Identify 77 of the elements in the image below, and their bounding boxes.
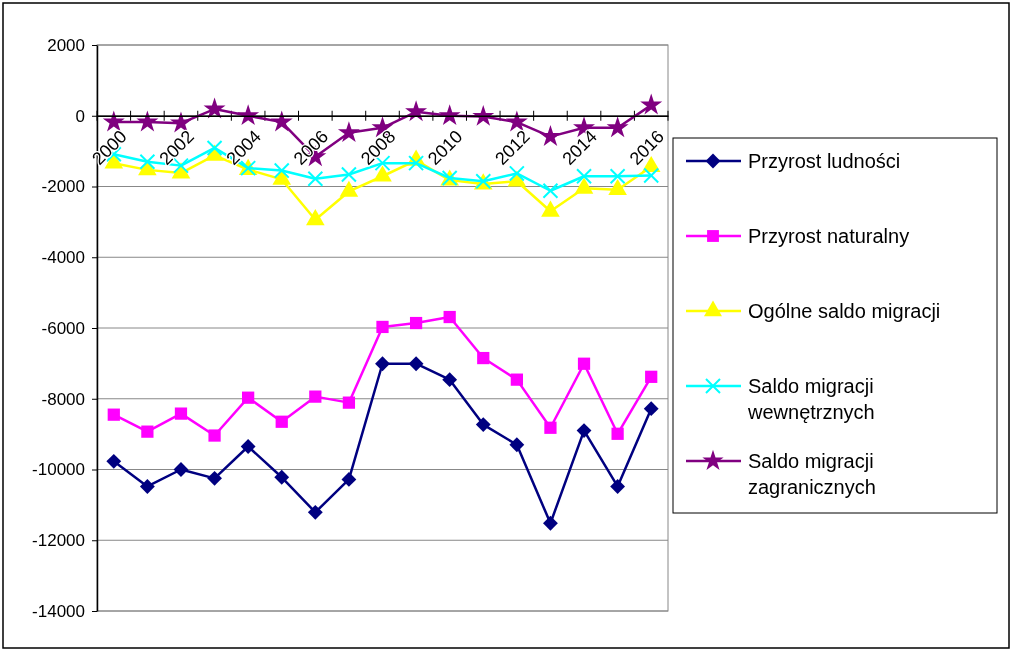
- point: [375, 356, 390, 372]
- point: [408, 155, 425, 172]
- point: [505, 110, 528, 132]
- point: [141, 425, 154, 438]
- point: [475, 417, 491, 432]
- y-tick-label: -8000: [41, 389, 85, 409]
- point: [340, 166, 357, 183]
- point: [342, 396, 356, 409]
- point: [242, 391, 255, 404]
- point: [606, 116, 629, 138]
- point: [274, 469, 290, 485]
- point: [610, 479, 626, 494]
- legend-label: Saldo migracji wewnętrznych: [747, 375, 875, 423]
- point: [576, 423, 592, 438]
- point: [541, 200, 560, 217]
- point: [409, 316, 423, 330]
- point: [539, 125, 562, 146]
- point: [102, 110, 125, 132]
- legend-label: Przyrost naturalny: [748, 225, 910, 247]
- legend-label: Saldo migracji zagranicznych: [748, 450, 876, 498]
- point: [510, 373, 523, 386]
- point: [139, 153, 156, 170]
- point: [273, 162, 290, 179]
- point: [106, 453, 122, 469]
- point: [609, 168, 626, 185]
- y-tick-label: 2000: [47, 35, 85, 55]
- point: [341, 471, 357, 487]
- point: [542, 182, 559, 199]
- point: [206, 139, 223, 156]
- point: [508, 165, 525, 182]
- y-tick-label: -10000: [32, 460, 85, 480]
- point: [337, 121, 360, 143]
- point: [275, 415, 288, 428]
- point: [608, 178, 627, 196]
- point: [543, 515, 558, 531]
- point: [307, 504, 323, 520]
- point: [376, 320, 389, 334]
- point: [576, 168, 593, 185]
- point: [544, 421, 557, 434]
- point: [270, 110, 293, 132]
- point: [438, 104, 461, 126]
- point: [408, 356, 424, 372]
- point: [309, 390, 322, 403]
- point: [237, 104, 260, 126]
- point: [574, 177, 594, 194]
- point: [174, 407, 188, 420]
- point: [643, 401, 659, 417]
- point: [307, 170, 324, 187]
- point: [107, 408, 120, 421]
- point: [640, 93, 663, 115]
- point: [169, 111, 192, 133]
- point: [477, 351, 490, 365]
- point: [645, 370, 658, 383]
- y-tick-label: -6000: [41, 318, 85, 338]
- point: [509, 437, 525, 453]
- point: [611, 427, 624, 440]
- y-tick-label: -14000: [32, 601, 85, 621]
- point: [136, 110, 159, 132]
- y-tick-label: 0: [75, 106, 85, 126]
- point: [442, 372, 458, 388]
- point: [306, 209, 325, 226]
- legend-label: Ogólne saldo migracji: [748, 300, 941, 322]
- y-tick-label: -4000: [41, 248, 85, 268]
- point: [577, 357, 591, 370]
- point: [443, 310, 456, 324]
- legend-label: Przyrost ludności: [748, 150, 901, 172]
- point: [240, 439, 256, 454]
- point: [405, 100, 428, 122]
- point: [373, 165, 392, 182]
- point: [208, 429, 221, 442]
- point: [643, 167, 660, 184]
- point: [139, 479, 155, 494]
- y-tick-label: -12000: [32, 531, 85, 551]
- y-tick-label: -2000: [41, 177, 85, 197]
- point: [472, 104, 495, 126]
- point: [203, 97, 226, 119]
- point: [207, 470, 222, 486]
